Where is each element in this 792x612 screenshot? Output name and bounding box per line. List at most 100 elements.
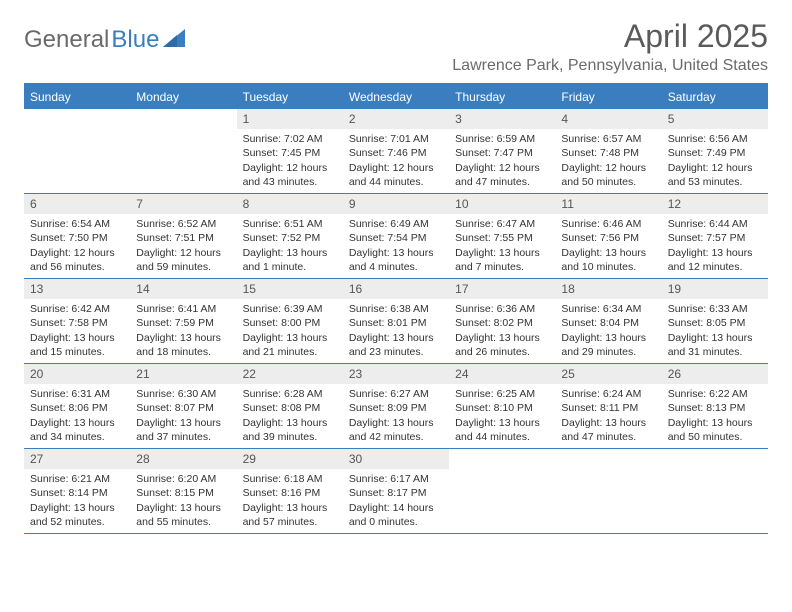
day-number: 19 xyxy=(662,279,768,299)
sunrise-text: Sunrise: 6:42 AM xyxy=(30,302,124,316)
cell-body: Sunrise: 6:41 AMSunset: 7:59 PMDaylight:… xyxy=(130,299,236,363)
day-number: 29 xyxy=(237,449,343,469)
sunset-text: Sunset: 7:46 PM xyxy=(349,146,443,160)
daylight-text: Daylight: 12 hours and 59 minutes. xyxy=(136,246,230,274)
week-row: 20Sunrise: 6:31 AMSunset: 8:06 PMDayligh… xyxy=(24,364,768,449)
sunrise-text: Sunrise: 6:31 AM xyxy=(30,387,124,401)
calendar-cell: 22Sunrise: 6:28 AMSunset: 8:08 PMDayligh… xyxy=(237,364,343,448)
day-number: 6 xyxy=(24,194,130,214)
daylight-text: Daylight: 12 hours and 50 minutes. xyxy=(561,161,655,189)
calendar: Sunday Monday Tuesday Wednesday Thursday… xyxy=(24,83,768,534)
sunrise-text: Sunrise: 6:39 AM xyxy=(243,302,337,316)
daylight-text: Daylight: 13 hours and 23 minutes. xyxy=(349,331,443,359)
week-row: 1Sunrise: 7:02 AMSunset: 7:45 PMDaylight… xyxy=(24,109,768,194)
sunrise-text: Sunrise: 6:52 AM xyxy=(136,217,230,231)
cell-body: Sunrise: 6:25 AMSunset: 8:10 PMDaylight:… xyxy=(449,384,555,448)
cell-body: Sunrise: 6:46 AMSunset: 7:56 PMDaylight:… xyxy=(555,214,661,278)
cell-body: Sunrise: 6:54 AMSunset: 7:50 PMDaylight:… xyxy=(24,214,130,278)
sunrise-text: Sunrise: 6:59 AM xyxy=(455,132,549,146)
sunrise-text: Sunrise: 6:51 AM xyxy=(243,217,337,231)
daylight-text: Daylight: 13 hours and 29 minutes. xyxy=(561,331,655,359)
day-number: 2 xyxy=(343,109,449,129)
sunrise-text: Sunrise: 6:34 AM xyxy=(561,302,655,316)
sunset-text: Sunset: 7:49 PM xyxy=(668,146,762,160)
calendar-cell: 24Sunrise: 6:25 AMSunset: 8:10 PMDayligh… xyxy=(449,364,555,448)
day-number: 24 xyxy=(449,364,555,384)
day-number: 26 xyxy=(662,364,768,384)
cell-body: Sunrise: 6:30 AMSunset: 8:07 PMDaylight:… xyxy=(130,384,236,448)
sunset-text: Sunset: 8:06 PM xyxy=(30,401,124,415)
calendar-cell: 5Sunrise: 6:56 AMSunset: 7:49 PMDaylight… xyxy=(662,109,768,193)
day-number: 18 xyxy=(555,279,661,299)
logo-text-part2: Blue xyxy=(111,26,159,54)
day-number: 23 xyxy=(343,364,449,384)
sunset-text: Sunset: 8:05 PM xyxy=(668,316,762,330)
calendar-cell: 23Sunrise: 6:27 AMSunset: 8:09 PMDayligh… xyxy=(343,364,449,448)
calendar-cell xyxy=(555,449,661,533)
calendar-cell: 3Sunrise: 6:59 AMSunset: 7:47 PMDaylight… xyxy=(449,109,555,193)
sunset-text: Sunset: 8:08 PM xyxy=(243,401,337,415)
daylight-text: Daylight: 13 hours and 10 minutes. xyxy=(561,246,655,274)
calendar-cell: 11Sunrise: 6:46 AMSunset: 7:56 PMDayligh… xyxy=(555,194,661,278)
sunrise-text: Sunrise: 6:30 AM xyxy=(136,387,230,401)
weeks-container: 1Sunrise: 7:02 AMSunset: 7:45 PMDaylight… xyxy=(24,109,768,534)
sunrise-text: Sunrise: 6:22 AM xyxy=(668,387,762,401)
sunset-text: Sunset: 8:01 PM xyxy=(349,316,443,330)
cell-body: Sunrise: 6:49 AMSunset: 7:54 PMDaylight:… xyxy=(343,214,449,278)
daylight-text: Daylight: 13 hours and 44 minutes. xyxy=(455,416,549,444)
sunrise-text: Sunrise: 6:24 AM xyxy=(561,387,655,401)
cell-body: Sunrise: 6:59 AMSunset: 7:47 PMDaylight:… xyxy=(449,129,555,193)
calendar-cell: 6Sunrise: 6:54 AMSunset: 7:50 PMDaylight… xyxy=(24,194,130,278)
sunset-text: Sunset: 7:59 PM xyxy=(136,316,230,330)
daylight-text: Daylight: 13 hours and 55 minutes. xyxy=(136,501,230,529)
day-number: 16 xyxy=(343,279,449,299)
daylight-text: Daylight: 13 hours and 37 minutes. xyxy=(136,416,230,444)
day-header-thursday: Thursday xyxy=(449,85,555,109)
month-title: April 2025 xyxy=(452,18,768,55)
sunrise-text: Sunrise: 6:18 AM xyxy=(243,472,337,486)
cell-body: Sunrise: 6:57 AMSunset: 7:48 PMDaylight:… xyxy=(555,129,661,193)
daylight-text: Daylight: 13 hours and 15 minutes. xyxy=(30,331,124,359)
sunset-text: Sunset: 7:47 PM xyxy=(455,146,549,160)
sunset-text: Sunset: 7:45 PM xyxy=(243,146,337,160)
sunset-text: Sunset: 7:58 PM xyxy=(30,316,124,330)
sunrise-text: Sunrise: 6:56 AM xyxy=(668,132,762,146)
cell-body: Sunrise: 6:34 AMSunset: 8:04 PMDaylight:… xyxy=(555,299,661,363)
logo-text-part1: General xyxy=(24,26,109,54)
cell-body: Sunrise: 7:02 AMSunset: 7:45 PMDaylight:… xyxy=(237,129,343,193)
daylight-text: Daylight: 13 hours and 26 minutes. xyxy=(455,331,549,359)
sunrise-text: Sunrise: 6:49 AM xyxy=(349,217,443,231)
sunset-text: Sunset: 7:54 PM xyxy=(349,231,443,245)
cell-body: Sunrise: 6:51 AMSunset: 7:52 PMDaylight:… xyxy=(237,214,343,278)
day-number: 1 xyxy=(237,109,343,129)
calendar-cell: 20Sunrise: 6:31 AMSunset: 8:06 PMDayligh… xyxy=(24,364,130,448)
cell-body: Sunrise: 6:27 AMSunset: 8:09 PMDaylight:… xyxy=(343,384,449,448)
cell-body: Sunrise: 6:42 AMSunset: 7:58 PMDaylight:… xyxy=(24,299,130,363)
day-header-saturday: Saturday xyxy=(662,85,768,109)
title-block: April 2025 Lawrence Park, Pennsylvania, … xyxy=(452,18,768,75)
week-row: 6Sunrise: 6:54 AMSunset: 7:50 PMDaylight… xyxy=(24,194,768,279)
sunset-text: Sunset: 8:11 PM xyxy=(561,401,655,415)
sunset-text: Sunset: 7:48 PM xyxy=(561,146,655,160)
daylight-text: Daylight: 13 hours and 18 minutes. xyxy=(136,331,230,359)
calendar-cell: 27Sunrise: 6:21 AMSunset: 8:14 PMDayligh… xyxy=(24,449,130,533)
day-header-tuesday: Tuesday xyxy=(237,85,343,109)
cell-body: Sunrise: 6:31 AMSunset: 8:06 PMDaylight:… xyxy=(24,384,130,448)
sunrise-text: Sunrise: 7:01 AM xyxy=(349,132,443,146)
calendar-cell: 1Sunrise: 7:02 AMSunset: 7:45 PMDaylight… xyxy=(237,109,343,193)
cell-body: Sunrise: 6:36 AMSunset: 8:02 PMDaylight:… xyxy=(449,299,555,363)
calendar-cell: 15Sunrise: 6:39 AMSunset: 8:00 PMDayligh… xyxy=(237,279,343,363)
daylight-text: Daylight: 12 hours and 56 minutes. xyxy=(30,246,124,274)
cell-body: Sunrise: 6:38 AMSunset: 8:01 PMDaylight:… xyxy=(343,299,449,363)
day-header-row: Sunday Monday Tuesday Wednesday Thursday… xyxy=(24,85,768,109)
day-number: 10 xyxy=(449,194,555,214)
header: GeneralBlue April 2025 Lawrence Park, Pe… xyxy=(24,18,768,75)
sunrise-text: Sunrise: 6:17 AM xyxy=(349,472,443,486)
day-header-friday: Friday xyxy=(555,85,661,109)
day-number: 17 xyxy=(449,279,555,299)
sunrise-text: Sunrise: 6:36 AM xyxy=(455,302,549,316)
daylight-text: Daylight: 12 hours and 53 minutes. xyxy=(668,161,762,189)
cell-body: Sunrise: 6:20 AMSunset: 8:15 PMDaylight:… xyxy=(130,469,236,533)
sunrise-text: Sunrise: 6:41 AM xyxy=(136,302,230,316)
daylight-text: Daylight: 14 hours and 0 minutes. xyxy=(349,501,443,529)
